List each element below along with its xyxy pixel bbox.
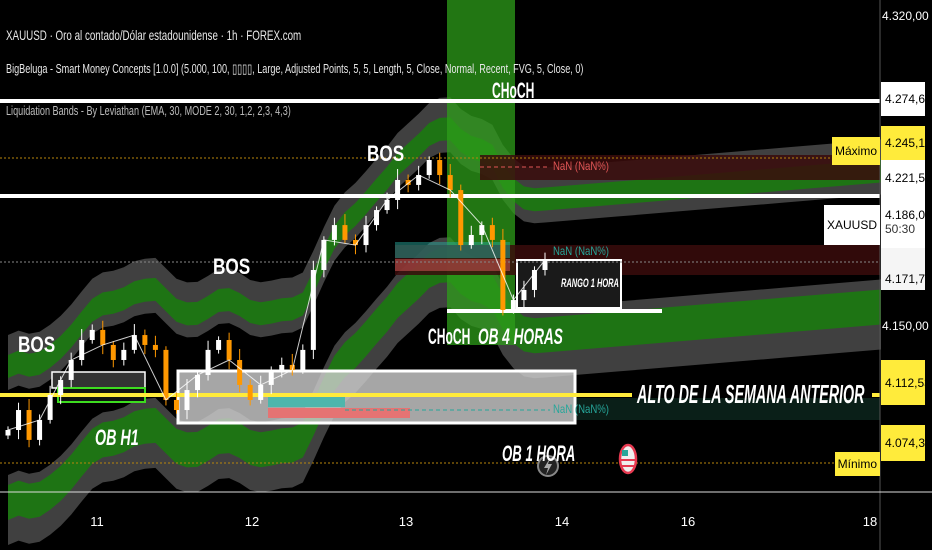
candle: [121, 342, 127, 366]
choch-label: CHoCH: [428, 324, 471, 349]
candle: [489, 217, 495, 248]
bos-label: BOS: [367, 141, 405, 166]
ob-h1-label: OB H1: [95, 425, 139, 450]
candle: [173, 392, 179, 414]
candle: [152, 335, 158, 358]
candle: [5, 426, 11, 440]
range-1h-label: RANGO 1 HORA: [561, 276, 619, 290]
price-label-4171: 4.171,72: [881, 248, 932, 290]
candle: [142, 329, 148, 355]
candle: [163, 346, 169, 406]
candle: [216, 336, 222, 354]
candle: [331, 217, 337, 246]
fvg-teal-low: [268, 397, 345, 407]
nan-label: NaN (NaN%): [553, 244, 610, 258]
fvg-teal-mid: [395, 242, 510, 258]
candle: [447, 164, 453, 198]
minimo-tag: Mínimo: [834, 452, 880, 476]
indicator-smc-legend[interactable]: BigBeluga - Smart Money Concepts [1.0.0]…: [6, 61, 584, 76]
lightning-icon[interactable]: [537, 455, 559, 477]
candle: [531, 266, 537, 298]
current-price-label: 4.186,01 50:30: [881, 196, 932, 248]
candle: [237, 348, 243, 393]
time-tick: 14: [554, 514, 570, 529]
fvg-lower-zone: [570, 398, 880, 420]
bar-countdown: 50:30: [885, 222, 916, 236]
prev-week-high-label: ALTO DE LA SEMANA ANTERIOR: [637, 379, 865, 409]
lower-green-band: [8, 247, 881, 521]
candle: [363, 215, 369, 253]
candle: [195, 369, 201, 398]
time-tick: 12: [244, 514, 260, 529]
bos-label: BOS: [213, 254, 251, 279]
candle: [458, 184, 464, 251]
candle: [321, 236, 327, 278]
candle: [100, 320, 106, 355]
candle: [300, 344, 306, 374]
candle: [289, 353, 295, 376]
zigzag-structure: [7, 174, 546, 431]
candle: [79, 329, 85, 366]
maximo-tag: Máximo: [831, 137, 880, 165]
candle: [374, 206, 380, 231]
fvg-red-low: [268, 408, 410, 418]
bos-label: BOS: [18, 332, 56, 357]
candle: [437, 152, 443, 185]
candle: [205, 340, 211, 381]
price-label-4274: 4.274,67: [881, 82, 932, 116]
candle: [310, 260, 316, 360]
candle: [542, 252, 548, 276]
candle: [247, 379, 253, 406]
candle: [416, 165, 422, 191]
symbol-tag: XAUUSD: [823, 205, 880, 245]
upper-green-band: [8, 117, 881, 379]
minimo-price-label: 4.074,36: [881, 425, 932, 461]
candle: [384, 192, 390, 214]
current-price-value: 4.186,01: [885, 208, 932, 222]
candle: [521, 280, 527, 310]
fvg-red-mid: [395, 259, 510, 271]
prev-week-high-price-label: 4.112,53: [881, 360, 931, 405]
nan-label: NaN (NaN%): [553, 159, 610, 173]
time-tick: 18: [862, 514, 878, 529]
candle: [16, 402, 22, 440]
zigzag-line: [7, 174, 546, 431]
time-tick: 16: [680, 514, 696, 529]
ob-1h-label: OB 1 HORA: [502, 441, 576, 466]
choch-label: CHoCH: [492, 78, 535, 103]
candle: [184, 379, 190, 420]
candle: [47, 385, 53, 424]
candle: [131, 324, 137, 354]
candle: [342, 214, 348, 244]
price-label-4221: 4.221,52: [881, 160, 932, 196]
nan-label: NaN (NaN%): [553, 402, 610, 416]
candle: [89, 324, 95, 344]
candle: [468, 225, 474, 249]
time-tick: 13: [398, 514, 414, 529]
candle: [279, 357, 285, 378]
us-flag-icon[interactable]: [618, 443, 638, 475]
candle: [258, 375, 264, 404]
ob-h1-box: [51, 371, 146, 389]
candle: [110, 341, 116, 368]
ob-4h-label: OB 4 HORAS: [478, 324, 563, 349]
symbol-title[interactable]: XAUUSD · Oro al contado/Dólar estadounid…: [6, 27, 302, 43]
price-tick: 4.150,00: [882, 319, 929, 333]
maximo-price-label: 4.245,13: [881, 126, 932, 160]
candle: [68, 352, 74, 388]
candle: [426, 156, 432, 179]
time-tick: 11: [90, 514, 104, 529]
candle: [510, 294, 516, 314]
indicator-liquidation-bands-legend[interactable]: Liquidation Bands - By Leviathan (EMA, 3…: [6, 103, 291, 118]
candle: [395, 168, 401, 210]
price-tick: 4.320,00: [882, 9, 929, 23]
candle: [226, 332, 232, 370]
